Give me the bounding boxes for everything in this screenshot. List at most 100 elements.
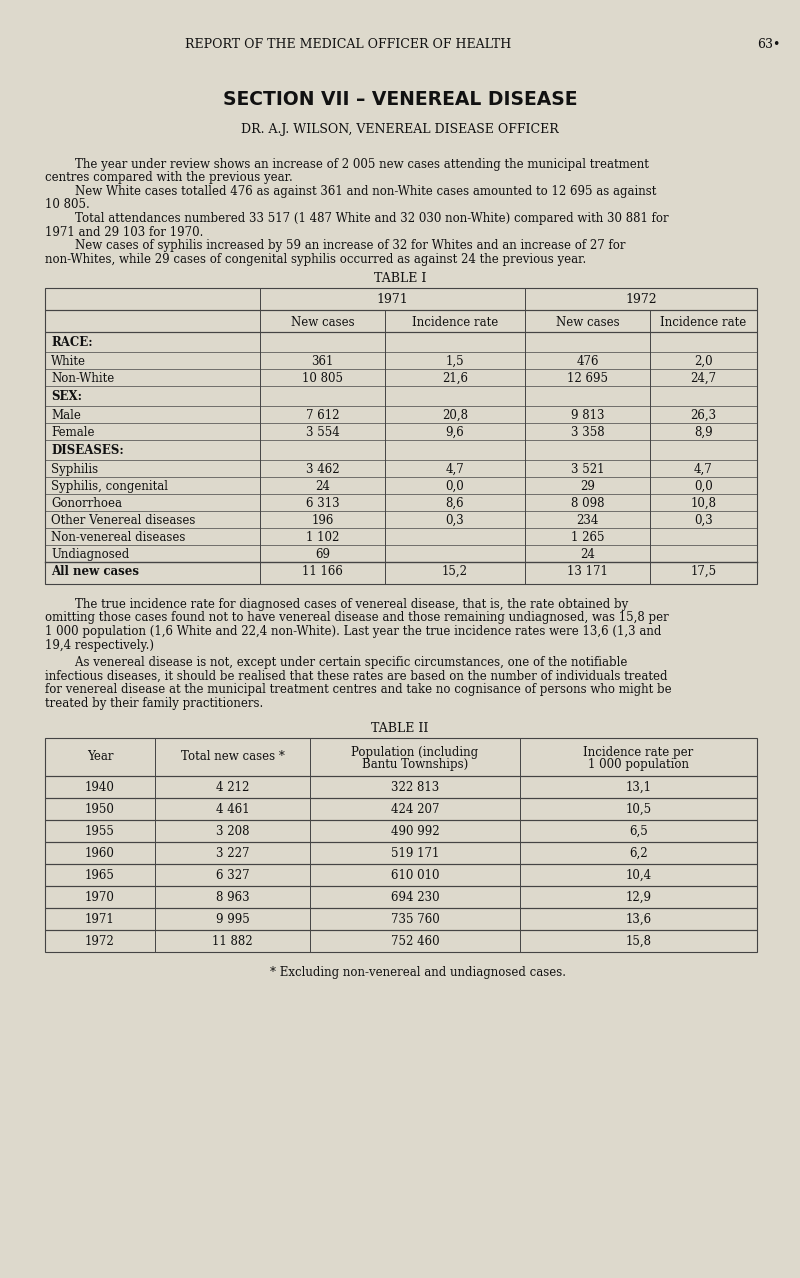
Text: DR. A.J. WILSON, VENEREAL DISEASE OFFICER: DR. A.J. WILSON, VENEREAL DISEASE OFFICE… (241, 123, 559, 135)
Text: Year: Year (86, 750, 114, 763)
Text: 1971 and 29 103 for 1970.: 1971 and 29 103 for 1970. (45, 225, 203, 239)
Text: DISEASES:: DISEASES: (51, 443, 124, 458)
Text: As venereal disease is not, except under certain specific circumstances, one of : As venereal disease is not, except under… (45, 656, 627, 668)
Bar (45, 864, 757, 886)
Text: 694 230: 694 230 (390, 891, 439, 904)
Bar (45, 886, 757, 907)
Text: 4 461: 4 461 (216, 803, 250, 815)
Text: 17,5: 17,5 (690, 565, 717, 578)
Text: 21,6: 21,6 (442, 372, 468, 385)
Text: The year under review shows an increase of 2 005 new cases attending the municip: The year under review shows an increase … (45, 158, 649, 171)
Text: 4,7: 4,7 (694, 463, 713, 475)
Text: Incidence rate: Incidence rate (412, 316, 498, 328)
Bar (45, 776, 757, 797)
Bar (45, 842, 757, 864)
Bar (45, 288, 757, 311)
Text: New cases of syphilis increased by 59 an increase of 32 for Whites and an increa: New cases of syphilis increased by 59 an… (45, 239, 626, 252)
Text: 13 171: 13 171 (567, 565, 608, 578)
Text: 0,0: 0,0 (446, 481, 464, 493)
Text: 10,4: 10,4 (626, 869, 651, 882)
Text: 7 612: 7 612 (306, 409, 339, 422)
Text: Syphilis, congenital: Syphilis, congenital (51, 481, 168, 493)
Text: 4 212: 4 212 (216, 781, 249, 794)
Text: 15,8: 15,8 (626, 935, 651, 948)
Text: 752 460: 752 460 (390, 935, 439, 948)
Text: 610 010: 610 010 (390, 869, 439, 882)
Text: 476: 476 (576, 355, 598, 368)
Text: 1940: 1940 (85, 781, 115, 794)
Text: Total new cases *: Total new cases * (181, 750, 285, 763)
Text: centres compared with the previous year.: centres compared with the previous year. (45, 171, 293, 184)
Text: Gonorrhoea: Gonorrhoea (51, 497, 122, 510)
Text: 1960: 1960 (85, 847, 115, 860)
Text: 8,9: 8,9 (694, 426, 713, 440)
Text: 6,2: 6,2 (629, 847, 648, 860)
Text: 1965: 1965 (85, 869, 115, 882)
Text: 6 313: 6 313 (306, 497, 339, 510)
Text: 63•: 63• (757, 38, 780, 51)
Text: 0,3: 0,3 (446, 514, 464, 527)
Text: 361: 361 (311, 355, 334, 368)
Text: 19,4 respectively.): 19,4 respectively.) (45, 639, 154, 652)
Text: 234: 234 (576, 514, 598, 527)
Text: Undiagnosed: Undiagnosed (51, 548, 130, 561)
Bar (45, 311, 757, 332)
Text: 6 327: 6 327 (216, 869, 250, 882)
Text: 13,6: 13,6 (626, 912, 651, 927)
Text: Female: Female (51, 426, 94, 440)
Text: 735 760: 735 760 (390, 912, 439, 927)
Text: 9,6: 9,6 (446, 426, 464, 440)
Text: 4,7: 4,7 (446, 463, 464, 475)
Text: 1971: 1971 (85, 912, 115, 927)
Text: 3 227: 3 227 (216, 847, 250, 860)
Text: 519 171: 519 171 (391, 847, 439, 860)
Text: 24: 24 (315, 481, 330, 493)
Text: for venereal disease at the municipal treatment centres and take no cognisance o: for venereal disease at the municipal tr… (45, 682, 672, 697)
Text: Male: Male (51, 409, 81, 422)
Text: Other Venereal diseases: Other Venereal diseases (51, 514, 195, 527)
Text: infectious diseases, it should be realised that these rates are based on the num: infectious diseases, it should be realis… (45, 670, 667, 682)
Text: 15,2: 15,2 (442, 565, 468, 578)
Text: Non-venereal diseases: Non-venereal diseases (51, 530, 186, 544)
Text: omitting those cases found not to have venereal disease and those remaining undi: omitting those cases found not to have v… (45, 611, 669, 625)
Text: 1950: 1950 (85, 803, 115, 815)
Text: 12 695: 12 695 (567, 372, 608, 385)
Text: New White cases totalled 476 as against 361 and non-White cases amounted to 12 6: New White cases totalled 476 as against … (45, 185, 656, 198)
Text: 12,9: 12,9 (626, 891, 651, 904)
Text: 322 813: 322 813 (391, 781, 439, 794)
Text: New cases: New cases (290, 316, 354, 328)
Text: 9 813: 9 813 (570, 409, 604, 422)
Text: 424 207: 424 207 (390, 803, 439, 815)
Text: 196: 196 (311, 514, 334, 527)
Text: Incidence rate: Incidence rate (660, 316, 746, 328)
Text: 1972: 1972 (625, 293, 657, 305)
Text: treated by their family practitioners.: treated by their family practitioners. (45, 697, 263, 709)
Text: RACE:: RACE: (51, 336, 93, 349)
Bar (45, 797, 757, 820)
Text: 11 882: 11 882 (212, 935, 253, 948)
Text: 10 805: 10 805 (302, 372, 343, 385)
Text: 1 102: 1 102 (306, 530, 339, 544)
Text: Bantu Townships): Bantu Townships) (362, 758, 468, 771)
Text: 1 265: 1 265 (570, 530, 604, 544)
Text: 1972: 1972 (85, 935, 115, 948)
Text: 9 995: 9 995 (216, 912, 250, 927)
Text: 13,1: 13,1 (626, 781, 651, 794)
Text: White: White (51, 355, 86, 368)
Text: 1970: 1970 (85, 891, 115, 904)
Text: 1971: 1971 (377, 293, 408, 305)
Text: 69: 69 (315, 548, 330, 561)
Text: 1 000 population (1,6 White and 22,4 non-White). Last year the true incidence ra: 1 000 population (1,6 White and 22,4 non… (45, 625, 662, 638)
Text: 3 462: 3 462 (306, 463, 339, 475)
Text: 3 208: 3 208 (216, 826, 250, 838)
Text: 1 000 population: 1 000 population (588, 758, 689, 771)
Text: New cases: New cases (556, 316, 619, 328)
Text: 3 554: 3 554 (306, 426, 339, 440)
Text: TABLE I: TABLE I (374, 272, 426, 285)
Text: 10 805.: 10 805. (45, 198, 90, 211)
Bar (45, 820, 757, 842)
Text: 8,6: 8,6 (446, 497, 464, 510)
Text: 490 992: 490 992 (390, 826, 439, 838)
Text: 6,5: 6,5 (629, 826, 648, 838)
Text: 10,5: 10,5 (626, 803, 651, 815)
